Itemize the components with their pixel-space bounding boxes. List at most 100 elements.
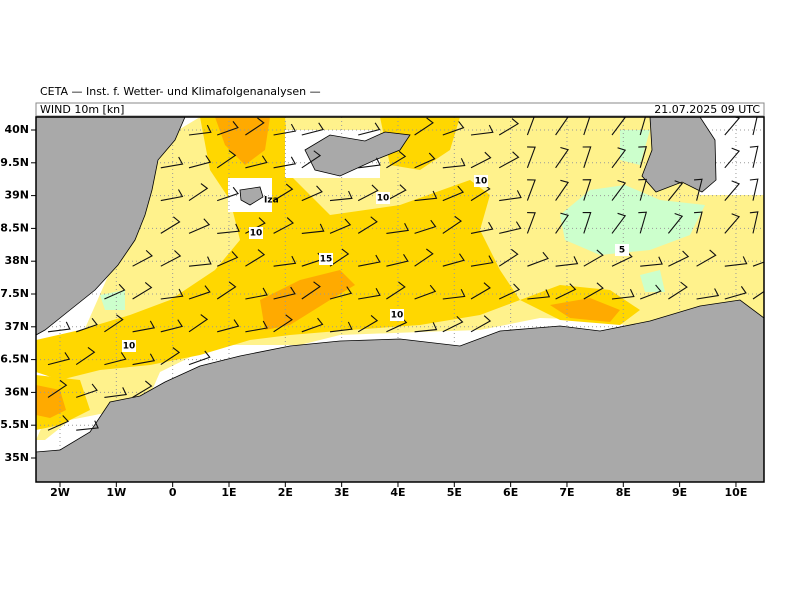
contour-label: 15	[320, 255, 333, 265]
wind-barb	[611, 289, 635, 300]
map-frame	[35, 116, 765, 483]
wind-barbs	[47, 117, 764, 431]
wind-barb	[273, 183, 294, 202]
wind-barb	[329, 286, 353, 300]
wind-barb	[696, 288, 720, 300]
wind-barb	[386, 254, 409, 267]
wind-barb	[527, 289, 551, 300]
wind-barb	[752, 290, 764, 300]
land-africa	[36, 299, 764, 482]
wind-barb	[160, 288, 184, 300]
contour-label: 10	[475, 177, 488, 187]
wind-barb	[752, 117, 758, 136]
wind-barb	[470, 221, 494, 234]
wind-barb	[386, 184, 407, 202]
wind-barb	[555, 117, 569, 136]
wind-barb	[301, 281, 321, 300]
wind-barb	[611, 212, 627, 234]
wind-barb	[442, 215, 463, 234]
wind-barb	[724, 256, 748, 267]
lon-label: 7E	[559, 486, 574, 499]
lon-label: 2E	[278, 486, 293, 499]
contour-label-bg	[474, 175, 488, 187]
wind-barb	[160, 347, 181, 366]
wind-barb	[638, 146, 648, 168]
wind-barb	[245, 249, 266, 267]
wind-barb	[638, 211, 648, 234]
wind-barb	[611, 147, 627, 169]
wind-barb	[188, 218, 211, 234]
wind-barb	[329, 248, 350, 267]
field-label: WIND 10m [kn]	[40, 103, 124, 116]
wind-barb	[414, 248, 434, 267]
wind-barb	[216, 281, 237, 300]
wind-barb	[216, 150, 237, 169]
wind-barb	[104, 387, 128, 398]
wind-barb	[724, 286, 747, 300]
wind-barb	[498, 248, 519, 267]
wind-area-calm	[620, 130, 650, 165]
wind-barb	[499, 221, 522, 234]
lat-label: 37N	[4, 320, 29, 333]
wind-barb	[104, 314, 124, 333]
wind-barb	[273, 217, 294, 234]
wind-barb	[668, 281, 688, 300]
wind-barb	[132, 380, 153, 398]
wind-barb	[160, 156, 184, 169]
wind-barb	[555, 283, 577, 300]
contour-label-bg	[376, 192, 390, 204]
wind-barb	[245, 320, 268, 333]
wind-barb	[414, 190, 438, 202]
wind-barb	[245, 287, 268, 300]
valid-time: 21.07.2025 09 UTC	[654, 103, 760, 116]
wind-barb	[640, 256, 663, 267]
wind-barb	[132, 320, 156, 333]
wind-barb	[104, 283, 126, 300]
contour-label-bg	[319, 253, 333, 265]
wind-barb	[301, 150, 322, 169]
wind-area-strong	[36, 385, 66, 418]
wind-barb	[160, 189, 184, 202]
wind-barb	[498, 118, 520, 136]
lat-label: 40N	[4, 123, 29, 136]
wind-barb	[470, 124, 494, 136]
wind-barb	[216, 251, 239, 267]
lon-label: 5E	[447, 486, 462, 499]
contour-label: 10	[377, 194, 390, 204]
wind-barb	[442, 158, 466, 169]
wind-area-calm	[640, 270, 665, 292]
wind-barb	[752, 261, 764, 267]
lon-label: 1E	[221, 486, 236, 499]
wind-barb	[132, 282, 153, 300]
wind-barb	[749, 211, 759, 234]
wind-barb	[724, 213, 741, 234]
wind-barb	[301, 223, 325, 234]
wind-area-strong	[550, 298, 620, 322]
wind-barb	[526, 212, 536, 234]
wind-area-calm	[560, 185, 705, 255]
header-title: CETA — Inst. f. Wetter- und Klimafolgena…	[40, 85, 321, 98]
wind-barb	[273, 286, 296, 300]
wind-barb	[75, 346, 96, 366]
wind-barb	[555, 212, 569, 234]
wind-barb	[160, 319, 184, 333]
lon-label: 0	[169, 486, 177, 499]
wind-barb	[442, 253, 465, 267]
wind-barb	[273, 156, 297, 169]
wind-barb	[357, 184, 379, 202]
wind-barb	[526, 146, 536, 168]
lon-label: 6E	[503, 486, 518, 499]
wind-barb	[188, 256, 212, 267]
wind-barb	[414, 284, 437, 300]
wind-barb	[76, 383, 98, 398]
wind-barb	[47, 415, 70, 431]
wind-barb	[217, 223, 240, 234]
wind-barb	[749, 178, 759, 201]
wind-barb	[386, 222, 410, 234]
wind-barb	[414, 152, 436, 169]
wind-barb	[76, 317, 98, 333]
wind-barb	[386, 150, 407, 169]
wind-area-strong	[260, 270, 355, 330]
wind-barb	[583, 249, 604, 267]
